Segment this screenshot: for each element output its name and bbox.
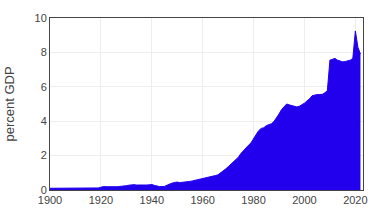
- svg-text:percent GDP: percent GDP: [2, 66, 17, 141]
- svg-text:0: 0: [41, 184, 47, 196]
- svg-text:6: 6: [41, 81, 47, 93]
- svg-text:1980: 1980: [241, 194, 265, 206]
- svg-text:10: 10: [35, 12, 47, 24]
- svg-text:2: 2: [41, 149, 47, 161]
- svg-text:1940: 1940: [140, 194, 164, 206]
- svg-text:1960: 1960: [190, 194, 214, 206]
- svg-text:2000: 2000: [292, 194, 316, 206]
- svg-text:1900: 1900: [38, 194, 62, 206]
- svg-text:2020: 2020: [343, 194, 367, 206]
- svg-text:1920: 1920: [89, 194, 113, 206]
- svg-text:8: 8: [41, 46, 47, 58]
- svg-text:4: 4: [41, 115, 47, 127]
